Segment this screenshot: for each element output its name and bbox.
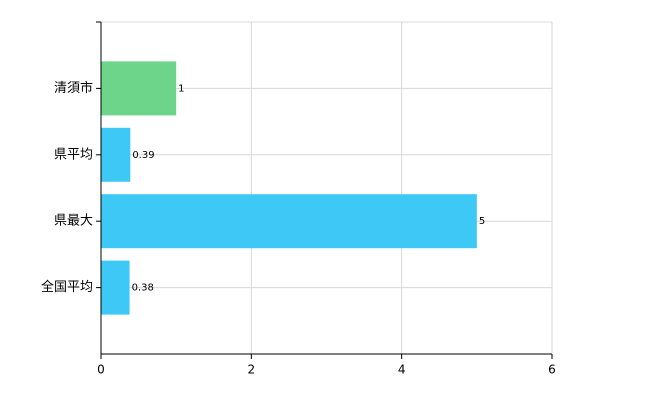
bar bbox=[101, 194, 477, 249]
x-tick-label: 4 bbox=[398, 363, 406, 377]
value-label: 1 bbox=[178, 83, 184, 94]
value-label: 0.39 bbox=[132, 150, 154, 161]
bar bbox=[101, 61, 177, 116]
value-label: 5 bbox=[479, 216, 485, 227]
bar bbox=[101, 260, 130, 315]
bar bbox=[101, 127, 131, 182]
x-tick-label: 6 bbox=[548, 363, 556, 377]
y-tick-label: 全国平均 bbox=[41, 279, 93, 295]
y-tick-label: 清須市 bbox=[54, 80, 93, 96]
x-tick-label: 2 bbox=[248, 363, 256, 377]
x-tick-label: 0 bbox=[97, 363, 105, 377]
value-label: 0.38 bbox=[132, 283, 154, 294]
y-tick-label: 県平均 bbox=[54, 147, 93, 162]
y-tick-label: 県最大 bbox=[54, 214, 93, 229]
